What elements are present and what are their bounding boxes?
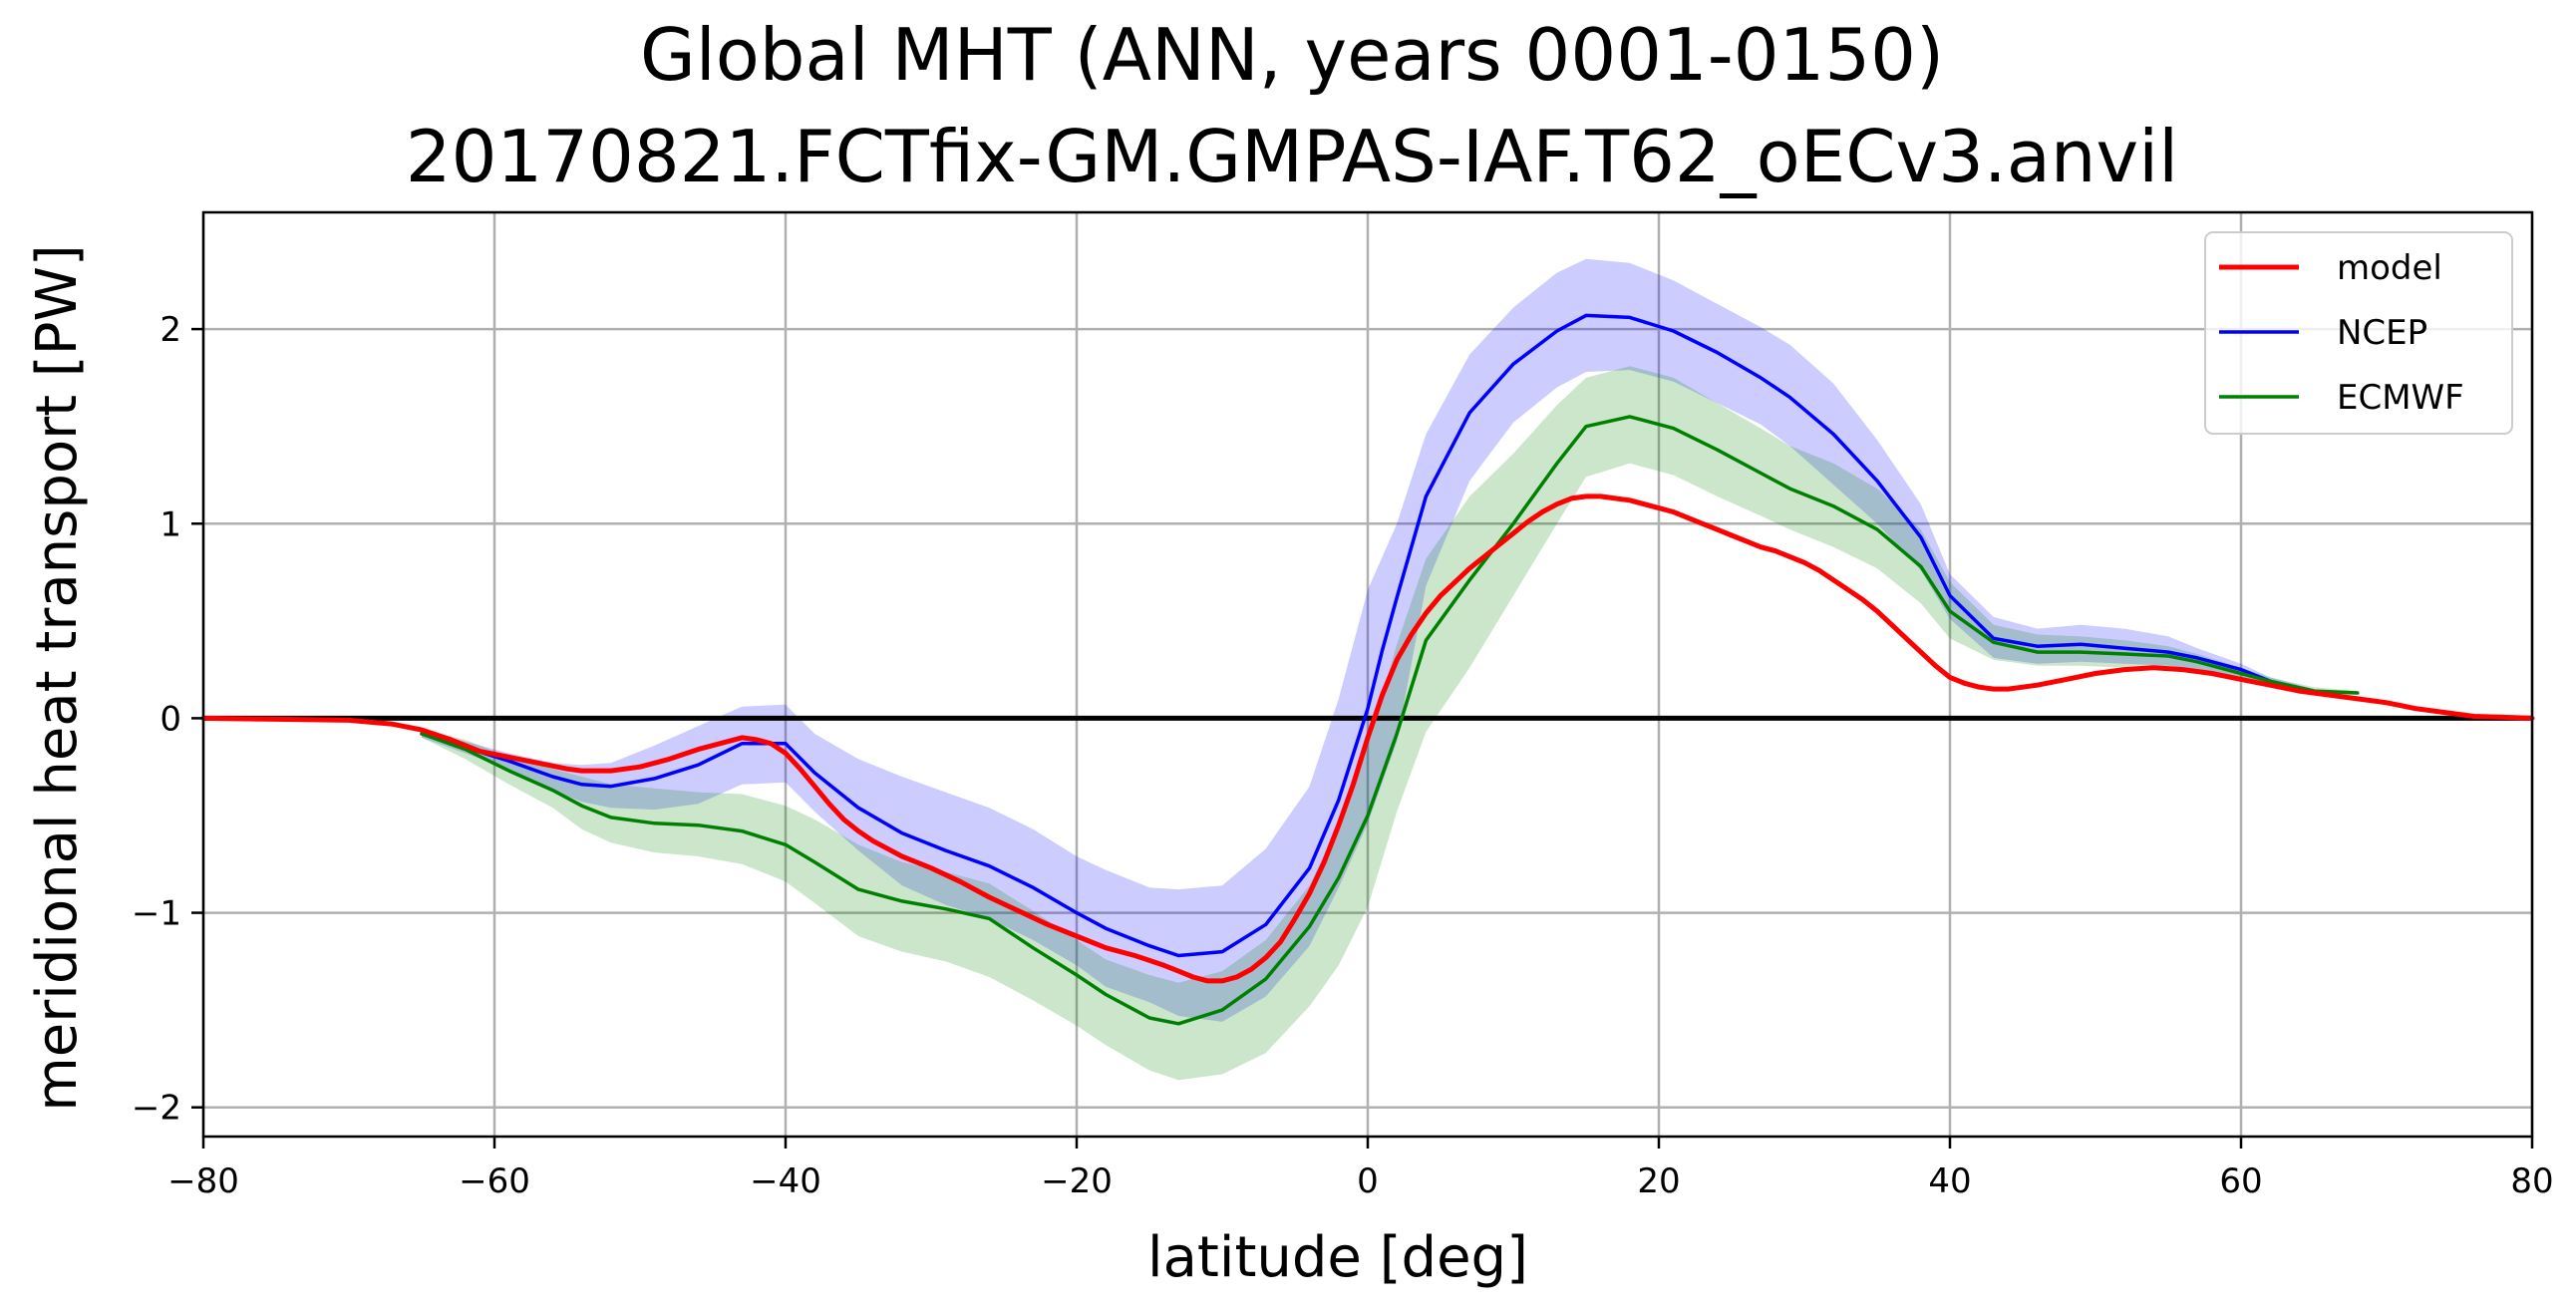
chart-title-line2: 20170821.FCTfix-GM.GMPAS-IAF.T62_oECv3.a… <box>406 115 2178 198</box>
legend-label-ecmwf: ECMWF <box>2337 378 2464 418</box>
x-tick-label: 40 <box>1928 1161 1971 1201</box>
band-ncep <box>422 258 2314 1022</box>
legend-box <box>2204 231 2513 435</box>
chart-title-line1: Global MHT (ANN, years 0001-0150) <box>640 13 1944 97</box>
x-tick-label: 80 <box>2510 1161 2553 1201</box>
y-tick-label: 2 <box>160 310 181 350</box>
x-tick-label: −20 <box>1041 1161 1113 1201</box>
y-tick-label: 0 <box>160 699 181 739</box>
x-axis-ticks: −80 −60 −40 −20 0 20 40 60 80 <box>167 1137 2554 1201</box>
y-axis-label: meridional heat transport [PW] <box>25 244 90 1112</box>
y-tick-label: −2 <box>132 1089 181 1129</box>
series-lines <box>200 313 2535 1026</box>
y-axis-ticks: −2 −1 0 1 2 <box>132 310 203 1129</box>
x-tick-label: 20 <box>1637 1161 1680 1201</box>
y-tick-label: 1 <box>160 504 181 544</box>
x-tick-label: −80 <box>167 1161 239 1201</box>
x-tick-label: −40 <box>750 1161 821 1201</box>
x-tick-label: 0 <box>1357 1161 1379 1201</box>
x-tick-label: −60 <box>459 1161 530 1201</box>
series-line-ecmwf <box>420 415 2360 1026</box>
y-tick-label: −1 <box>132 894 181 934</box>
legend: model NCEP ECMWF <box>2204 231 2513 435</box>
x-tick-label: 60 <box>2219 1161 2262 1201</box>
x-axis-label: latitude [deg] <box>1147 1225 1528 1290</box>
series-line-model <box>200 494 2535 984</box>
series-line-ncep <box>420 313 2316 958</box>
legend-label-ncep: NCEP <box>2337 313 2427 353</box>
legend-label-model: model <box>2337 248 2442 288</box>
